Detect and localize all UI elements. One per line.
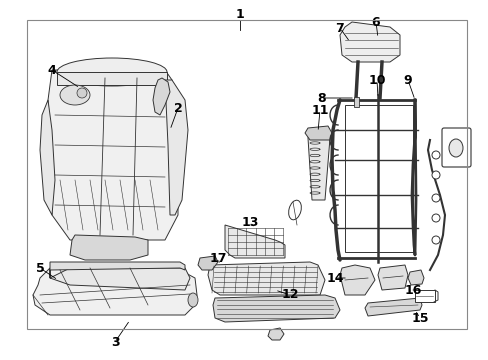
Polygon shape (50, 262, 184, 270)
Text: 10: 10 (367, 73, 385, 86)
Text: 16: 16 (404, 284, 421, 297)
Text: 8: 8 (317, 91, 325, 104)
Polygon shape (48, 70, 178, 240)
Text: 11: 11 (311, 104, 328, 117)
Text: 15: 15 (410, 311, 428, 324)
FancyBboxPatch shape (441, 128, 470, 167)
Text: 17: 17 (209, 252, 226, 265)
Polygon shape (164, 80, 187, 215)
Polygon shape (364, 298, 421, 316)
Circle shape (431, 171, 439, 179)
Circle shape (77, 88, 87, 98)
Text: 14: 14 (325, 271, 343, 284)
Text: 2: 2 (173, 102, 182, 114)
Polygon shape (407, 270, 423, 285)
Polygon shape (224, 225, 285, 258)
Text: 7: 7 (335, 22, 344, 35)
Text: 1: 1 (235, 8, 244, 21)
Ellipse shape (187, 293, 198, 307)
Polygon shape (307, 130, 329, 200)
Polygon shape (40, 100, 55, 215)
Polygon shape (70, 235, 148, 260)
Polygon shape (267, 328, 284, 340)
Polygon shape (339, 22, 399, 62)
Ellipse shape (288, 200, 301, 220)
Text: 5: 5 (36, 261, 44, 274)
Ellipse shape (57, 58, 167, 86)
Circle shape (431, 214, 439, 222)
Bar (27, 20, 466, 329)
Polygon shape (153, 78, 170, 115)
Circle shape (431, 151, 439, 159)
Text: 12: 12 (281, 288, 298, 302)
Polygon shape (339, 265, 374, 295)
Polygon shape (57, 72, 167, 85)
Ellipse shape (448, 139, 462, 157)
Circle shape (431, 194, 439, 202)
Text: 6: 6 (371, 15, 380, 28)
Polygon shape (305, 126, 331, 140)
Polygon shape (198, 256, 218, 270)
Text: 9: 9 (403, 73, 411, 86)
Polygon shape (213, 295, 339, 322)
Polygon shape (207, 262, 325, 295)
Ellipse shape (60, 85, 90, 105)
Polygon shape (33, 268, 197, 315)
Polygon shape (50, 268, 190, 290)
Text: 4: 4 (47, 63, 56, 77)
Bar (414, 290, 434, 302)
Text: 3: 3 (110, 336, 119, 348)
Bar (353, 97, 358, 107)
Text: 13: 13 (241, 216, 258, 229)
Circle shape (431, 236, 439, 244)
Polygon shape (377, 265, 407, 290)
